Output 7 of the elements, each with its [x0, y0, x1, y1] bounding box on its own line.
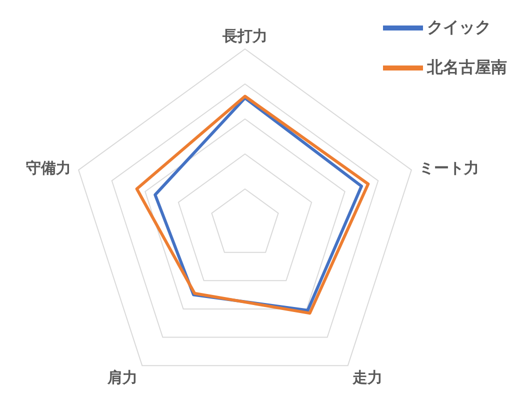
spoke-label: 守備力 — [26, 158, 71, 177]
spoke-label: ミート力 — [419, 158, 480, 177]
legend-label: 北名古屋南 — [427, 57, 507, 76]
spoke-label: 走力 — [352, 368, 383, 387]
spoke-label: 長打力 — [222, 27, 268, 45]
spoke-label: 肩力 — [106, 368, 138, 387]
legend-label: クイック — [427, 17, 491, 36]
